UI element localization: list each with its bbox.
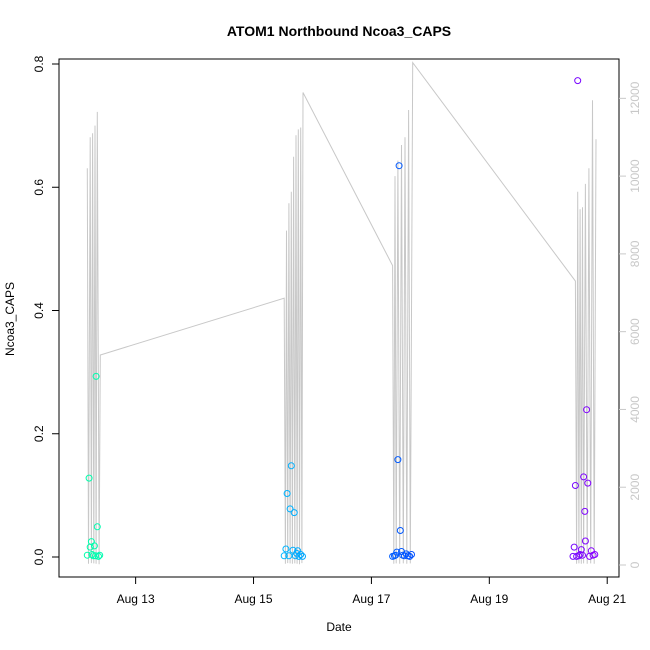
data-point (406, 552, 414, 560)
data-point (290, 509, 298, 517)
data-point (287, 462, 295, 470)
data-point (92, 552, 99, 560)
y2-tick-label: 10000 (628, 159, 642, 193)
x-tick-label: Aug 17 (352, 592, 390, 606)
data-point (574, 77, 582, 85)
y2-tick-label: 6000 (628, 318, 642, 345)
data-point (587, 547, 595, 555)
chart-title: ATOM1 Northbound Ncoa3_CAPS (227, 23, 451, 39)
y2-tick-label: 12000 (628, 81, 642, 115)
data-point (400, 552, 408, 560)
y-tick-label: 0.2 (32, 425, 46, 442)
data-point (575, 552, 583, 560)
y-axis-left: 0.0 0.2 0.4 0.6 0.8 (32, 55, 60, 565)
data-point (286, 505, 294, 513)
data-point (581, 537, 589, 545)
data-point (581, 507, 589, 515)
data-point (282, 545, 290, 553)
x-tick-label: Aug 15 (235, 592, 273, 606)
y-tick-label: 0.6 (32, 179, 46, 196)
y2-tick-label: 4000 (628, 396, 642, 423)
data-point (584, 479, 592, 487)
data-point (396, 527, 404, 534)
data-point (299, 552, 306, 560)
data-point (571, 482, 579, 489)
secondary-line-series (86, 61, 597, 565)
data-point (591, 551, 599, 558)
x-tick-label: Aug 19 (470, 592, 508, 606)
data-point (92, 372, 100, 380)
y-tick-label: 0.0 (32, 548, 46, 565)
data-point (570, 543, 578, 551)
data-point (88, 551, 96, 558)
data-point (393, 548, 401, 556)
data-point (297, 551, 305, 558)
y-tick-label: 0.4 (32, 302, 46, 319)
data-point (96, 551, 104, 559)
data-point (408, 551, 415, 558)
data-point (295, 552, 303, 560)
data-point (579, 551, 586, 559)
y2-tick-label: 2000 (628, 474, 642, 501)
x-axis: Aug 13 Aug 15 Aug 17 Aug 19 Aug 21 (117, 577, 627, 606)
data-point (85, 474, 93, 482)
y2-tick-label: 0 (628, 561, 642, 568)
data-point (283, 490, 291, 497)
plot-frame (58, 58, 620, 578)
data-point (95, 552, 102, 560)
y-tick-label: 0.8 (32, 55, 46, 72)
data-point (392, 551, 400, 559)
y-axis-label: Ncoa3_CAPS (3, 282, 17, 356)
data-point (90, 542, 98, 550)
data-point (583, 406, 591, 414)
data-point (89, 552, 97, 560)
secondary-line-layer (86, 61, 597, 565)
points-layer (83, 77, 599, 560)
y-axis-right: 0 2000 4000 6000 8000 10000 12000 (619, 81, 642, 568)
y2-tick-label: 8000 (628, 240, 642, 267)
x-tick-label: Aug 21 (588, 592, 626, 606)
data-point (93, 523, 101, 531)
data-point (280, 552, 288, 560)
data-point (395, 162, 403, 170)
x-tick-label: Aug 13 (117, 592, 155, 606)
x-axis-label: Date (326, 620, 352, 634)
data-point (394, 456, 402, 464)
data-point (580, 473, 588, 481)
